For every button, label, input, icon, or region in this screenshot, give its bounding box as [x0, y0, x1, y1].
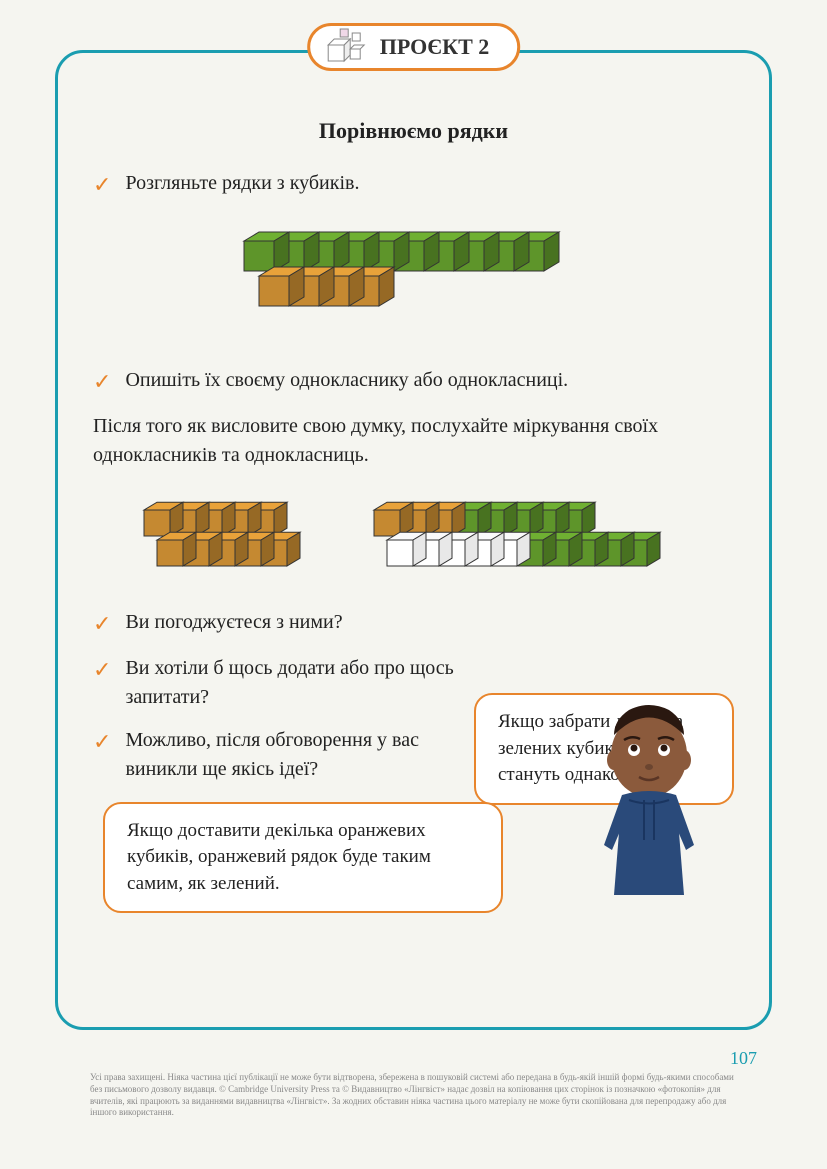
bullet-text: Опишіть їх своєму однокласнику або однок… — [125, 366, 568, 395]
cubes-icon — [322, 27, 370, 67]
copyright-text: Усі права захищені. Ніяка частина цієї п… — [90, 1072, 737, 1119]
speech-text: Якщо доставити декілька оранжевих кубикі… — [127, 820, 431, 894]
page-number: 107 — [730, 1048, 757, 1069]
check-icon: ✓ — [93, 654, 111, 686]
bullet-text: Можливо, після обговорення у вас виникли… — [125, 726, 473, 784]
check-icon: ✓ — [93, 366, 111, 398]
project-badge: ПРОЄКТ 2 — [307, 23, 521, 71]
subtitle: Порівнюємо рядки — [93, 118, 734, 144]
bottom-row: Якщо доставити декілька оранжевих кубикі… — [93, 802, 734, 914]
boy-illustration — [574, 695, 724, 895]
paragraph: Після того як висловите свою думку, посл… — [93, 412, 734, 470]
check-icon: ✓ — [93, 608, 111, 640]
bullet-4: ✓ Ви хотіли б щось додати або про щось з… — [93, 654, 473, 712]
bullet-3: ✓ Ви погоджуєтеся з ними? — [93, 608, 473, 640]
bullet-text: Розгляньте рядки з кубиків. — [125, 169, 359, 198]
bullet-text: Ви хотіли б щось додати або про щось зап… — [125, 654, 473, 712]
bullet-text: Ви погоджуєтеся з ними? — [125, 608, 342, 637]
bullet-2: ✓ Опишіть їх своєму однокласнику або одн… — [93, 366, 734, 398]
cubes-figure-1 — [93, 216, 734, 341]
lesson-frame: ПРОЄКТ 2 Порівнюємо рядки ✓ Розгляньте р… — [55, 50, 772, 1030]
check-icon: ✓ — [93, 726, 111, 758]
bullet-1: ✓ Розгляньте рядки з кубиків. — [93, 169, 734, 201]
cubes-figure-2 — [93, 488, 734, 583]
badge-label: ПРОЄКТ 2 — [380, 34, 490, 59]
check-icon: ✓ — [93, 169, 111, 201]
speech-bubble-2: Якщо доставити декілька оранжевих кубикі… — [103, 802, 503, 914]
bullet-5: ✓ Можливо, після обговорення у вас виник… — [93, 726, 473, 784]
